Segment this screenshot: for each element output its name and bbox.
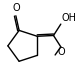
Text: O: O [12, 3, 20, 13]
Text: OH: OH [62, 13, 77, 23]
Text: O: O [57, 47, 65, 57]
